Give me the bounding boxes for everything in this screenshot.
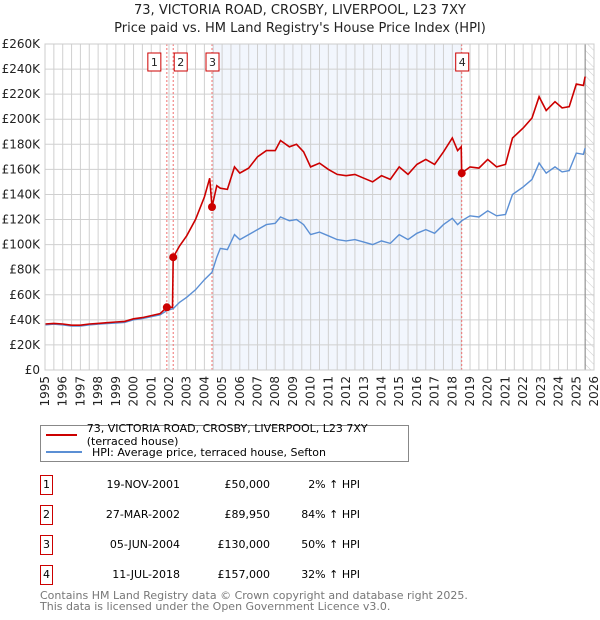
x-tick-label: 1997 bbox=[73, 376, 87, 407]
x-tick-label: 1998 bbox=[91, 376, 105, 407]
y-tick-label: £80K bbox=[9, 263, 41, 277]
x-tick-label: 2015 bbox=[392, 376, 406, 407]
x-tick-label: 2023 bbox=[534, 376, 548, 407]
sale-label-box bbox=[147, 52, 162, 72]
x-tick-label: 2014 bbox=[374, 376, 388, 407]
x-tick-label: 2024 bbox=[552, 376, 566, 407]
sale-hpi-diff: 2% ↑ HPI bbox=[308, 478, 360, 491]
y-tick-label: £220K bbox=[2, 87, 42, 101]
property-price-line bbox=[44, 76, 586, 327]
x-tick-label: 2010 bbox=[304, 376, 318, 407]
x-tick-label: 2011 bbox=[321, 376, 335, 407]
y-tick-label: £160K bbox=[2, 162, 42, 176]
x-tick-label: 2003 bbox=[180, 376, 194, 407]
x-tick-label: 1999 bbox=[109, 376, 123, 407]
y-tick-label: £260K bbox=[2, 37, 42, 51]
y-tick-label: £120K bbox=[2, 213, 42, 227]
x-tick-label: 2008 bbox=[268, 376, 282, 407]
sale-label-box bbox=[455, 52, 470, 72]
sale-point bbox=[208, 203, 217, 211]
x-tick-label: 2013 bbox=[357, 376, 371, 407]
forecast-hatch bbox=[585, 44, 594, 370]
table-row: 1 19-NOV-2001 £50,000 2% ↑ HPI bbox=[40, 475, 370, 495]
sale-label: 3 bbox=[209, 56, 216, 69]
sale-point bbox=[457, 169, 466, 178]
x-tick-label: 2005 bbox=[215, 376, 229, 407]
chart-title: 73, VICTORIA ROAD, CROSBY, LIVERPOOL, L2… bbox=[0, 2, 600, 38]
legend-label-property: 73, VICTORIA ROAD, CROSBY, LIVERPOOL, L2… bbox=[86, 422, 368, 448]
legend-swatch-red bbox=[46, 434, 77, 436]
sale-label-box bbox=[205, 52, 220, 72]
x-tick-label: 2017 bbox=[428, 376, 442, 407]
sale-hpi-diff: 50% ↑ HPI bbox=[301, 538, 360, 551]
y-tick-label: £20K bbox=[9, 338, 41, 352]
hpi-line bbox=[44, 147, 586, 327]
legend-item-property: 73, VICTORIA ROAD, CROSBY, LIVERPOOL, L2… bbox=[41, 422, 408, 448]
legend-swatch-blue bbox=[46, 451, 82, 453]
x-tick-label: 2002 bbox=[162, 376, 176, 407]
sale-point bbox=[169, 253, 178, 262]
footer-line-2: This data is licensed under the Open Gov… bbox=[40, 600, 391, 613]
sale-price: £130,000 bbox=[217, 538, 271, 551]
sale-price: £89,950 bbox=[224, 508, 271, 521]
table-row: 4 11-JUL-2018 £157,000 32% ↑ HPI bbox=[40, 565, 370, 585]
x-tick-label: 2012 bbox=[339, 376, 353, 407]
sale-label: 2 bbox=[177, 56, 184, 69]
y-tick-label: £60K bbox=[9, 288, 41, 302]
legend: 73, VICTORIA ROAD, CROSBY, LIVERPOOL, L2… bbox=[40, 422, 409, 462]
y-tick-label: £140K bbox=[2, 187, 42, 201]
sale-number: 4 bbox=[40, 565, 53, 585]
x-tick-label: 2007 bbox=[251, 376, 265, 407]
y-tick-label: £240K bbox=[2, 62, 42, 76]
x-tick-label: 2009 bbox=[286, 376, 300, 407]
x-tick-label: 2020 bbox=[481, 376, 495, 407]
sale-number: 2 bbox=[40, 505, 53, 525]
x-tick-label: 2019 bbox=[463, 376, 477, 407]
table-row: 2 27-MAR-2002 £89,950 84% ↑ HPI bbox=[40, 505, 370, 525]
x-tick-label: 1995 bbox=[38, 376, 52, 407]
x-tick-label: 2006 bbox=[233, 376, 247, 407]
y-tick-label: £180K bbox=[2, 137, 42, 151]
sale-date: 19-NOV-2001 bbox=[106, 478, 180, 491]
x-tick-label: 2025 bbox=[569, 376, 583, 407]
table-row: 3 05-JUN-2004 £130,000 50% ↑ HPI bbox=[40, 535, 370, 555]
x-tick-label: 2022 bbox=[516, 376, 530, 407]
x-tick-label: 2004 bbox=[197, 376, 211, 407]
y-tick-label: £40K bbox=[9, 313, 41, 327]
sale-number: 1 bbox=[40, 475, 53, 495]
sale-label-box bbox=[173, 52, 188, 72]
x-tick-label: 2021 bbox=[498, 376, 512, 407]
legend-item-hpi: HPI: Average price, terraced house, Seft… bbox=[41, 444, 326, 460]
x-tick-label: 1996 bbox=[56, 376, 70, 407]
y-tick-label: £200K bbox=[2, 112, 42, 126]
sale-hpi-diff: 84% ↑ HPI bbox=[301, 508, 360, 521]
sale-label: 1 bbox=[151, 56, 158, 69]
sale-point bbox=[162, 303, 171, 312]
sale-hpi-diff: 32% ↑ HPI bbox=[301, 568, 360, 581]
title-line-2: Price paid vs. HM Land Registry's House … bbox=[114, 21, 486, 36]
sale-price: £50,000 bbox=[224, 478, 271, 491]
y-tick-label: £0 bbox=[25, 363, 40, 377]
price-chart: £0 £20K £40K £60K £80K £100K £120K £140K £160K £1… bbox=[2, 37, 600, 407]
x-tick-label: 2016 bbox=[410, 376, 424, 407]
sale-date: 05-JUN-2004 bbox=[109, 538, 180, 551]
footer-line-1: Contains HM Land Registry data © Crown c… bbox=[40, 589, 468, 602]
sale-number: 3 bbox=[40, 535, 53, 555]
x-tick-label: 2000 bbox=[127, 376, 141, 407]
plot-border bbox=[44, 43, 595, 371]
attribution-footer: Contains HM Land Registry data © Crown c… bbox=[40, 590, 468, 612]
x-tick-label: 2026 bbox=[587, 376, 600, 407]
sale-date: 27-MAR-2002 bbox=[105, 508, 180, 521]
sale-label: 4 bbox=[459, 56, 466, 69]
sale-date: 11-JUL-2018 bbox=[112, 568, 180, 581]
x-tick-label: 2001 bbox=[144, 376, 158, 407]
legend-label-hpi: HPI: Average price, terraced house, Seft… bbox=[92, 445, 326, 459]
sale-price: £157,000 bbox=[217, 568, 271, 581]
x-tick-label: 2018 bbox=[445, 376, 459, 407]
y-tick-label: £100K bbox=[2, 238, 42, 252]
title-line-1: 73, VICTORIA ROAD, CROSBY, LIVERPOOL, L2… bbox=[134, 3, 466, 18]
